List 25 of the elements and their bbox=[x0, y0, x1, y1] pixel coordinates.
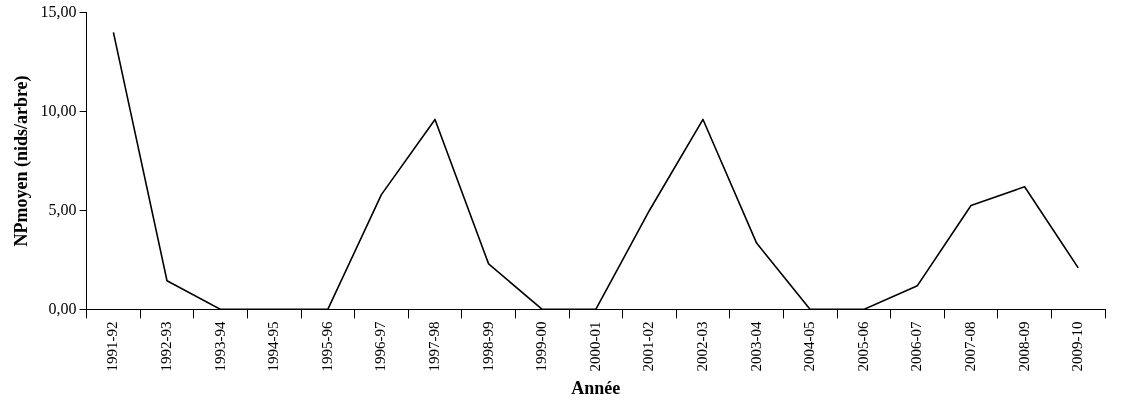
x-tick-label: 1995-96 bbox=[318, 320, 335, 372]
x-tick-label: 2007-08 bbox=[961, 321, 978, 372]
y-tick-label: 0,00 bbox=[48, 299, 77, 317]
x-tick-label: 1998-99 bbox=[479, 321, 496, 372]
x-tick-label: 1993-94 bbox=[211, 320, 228, 372]
x-tick-label: 2004-05 bbox=[801, 321, 818, 372]
x-tick-label: 2009-10 bbox=[1069, 321, 1086, 372]
x-tick-label: 2001-02 bbox=[640, 321, 657, 372]
x-tick-label: 2000-01 bbox=[586, 321, 603, 372]
y-tick-label: 5,00 bbox=[48, 200, 77, 218]
x-tick-label: 1999-00 bbox=[533, 321, 550, 372]
x-tick-label: 2008-09 bbox=[1015, 321, 1032, 372]
x-tick-label: 1992-93 bbox=[157, 321, 174, 372]
x-tick-label: 2002-03 bbox=[693, 321, 710, 372]
x-axis-title: Année bbox=[571, 377, 621, 398]
x-tick-label: 1991-92 bbox=[104, 321, 121, 372]
y-axis-title: NPmoyen (nids/arbre) bbox=[11, 75, 33, 247]
y-tick-label: 15,00 bbox=[40, 2, 77, 20]
x-tick-label: 1996-97 bbox=[372, 320, 389, 372]
y-tick-label: 10,00 bbox=[40, 101, 77, 119]
x-tick-label: 1997-98 bbox=[425, 321, 442, 372]
x-tick-label: 2005-06 bbox=[854, 320, 871, 372]
x-tick-label: 2003-04 bbox=[747, 320, 764, 372]
x-tick-label: 2006-07 bbox=[908, 320, 925, 372]
x-tick-label: 1994-95 bbox=[265, 321, 282, 372]
